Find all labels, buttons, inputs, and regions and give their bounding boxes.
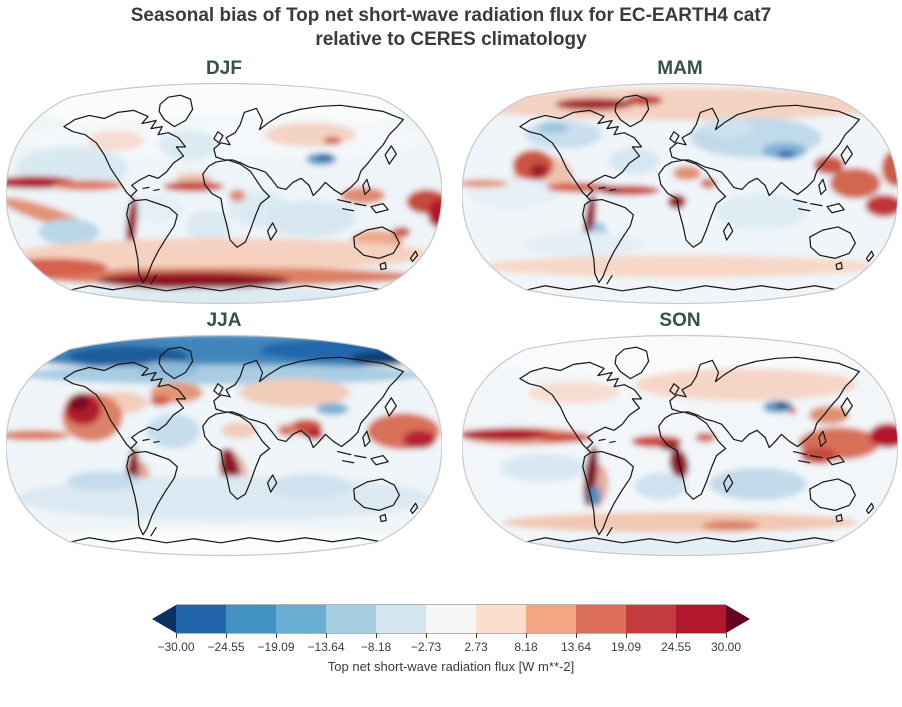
colorbar-segment [526, 605, 576, 633]
colorbar-segment [626, 605, 676, 633]
map-jja [6, 334, 442, 557]
panel-mam: MAM [462, 54, 898, 306]
colorbar-tick-mark [176, 633, 177, 638]
panel-title-djf: DJF [206, 58, 242, 79]
colorbar-segment [426, 605, 476, 633]
colorbar-segment [276, 605, 326, 633]
colorbar-segment [226, 605, 276, 633]
colorbar-tick-marks [176, 633, 727, 638]
panel-title-jja: JJA [206, 310, 242, 331]
colorbar-tick-label: −30.00 [157, 640, 195, 654]
bias-field-jja [6, 335, 442, 556]
colorbar-tick-label: 24.55 [660, 640, 692, 654]
bias-field-mam [462, 83, 898, 304]
figure-title-line1: Seasonal bias of Top net short-wave radi… [130, 5, 772, 26]
colorbar-segment [576, 605, 626, 633]
colorbar-tick-mark [526, 633, 527, 638]
colorbar: −30.00 −24.55 −19.09 −13.64 −8.18 −2.73 2.73 8.… [0, 604, 902, 674]
colorbar-tick-mark [226, 633, 227, 638]
colorbar-tick-label: −8.18 [360, 640, 392, 654]
panel-jja: JJA [6, 306, 442, 558]
panel-title-son: SON [659, 310, 701, 331]
map-djf [6, 82, 442, 305]
bias-field-djf [6, 83, 442, 304]
colorbar-tick-mark [326, 633, 327, 638]
colorbar-tick-mark [476, 633, 477, 638]
colorbar-tick-mark [376, 633, 377, 638]
panel-djf: DJF [6, 54, 442, 306]
colorbar-tick-mark [426, 633, 427, 638]
colorbar-tick-label: −19.09 [257, 640, 295, 654]
colorbar-tick-label: 13.64 [560, 640, 592, 654]
colorbar-tick-mark [676, 633, 677, 638]
figure-title-line2: relative to CERES climatology [315, 29, 587, 50]
map-son [462, 334, 898, 557]
colorbar-tick-label: −13.64 [307, 640, 345, 654]
colorbar-tick-label: 19.09 [610, 640, 642, 654]
panel-son: SON [462, 306, 898, 558]
figure-title: Seasonal bias of Top net short-wave radi… [0, 4, 902, 52]
colorbar-over-arrow [726, 605, 750, 633]
colorbar-segment [376, 605, 426, 633]
colorbar-tick-label: −2.73 [410, 640, 442, 654]
colorbar-label: Top net short-wave radiation flux [W m**… [327, 659, 575, 674]
colorbar-tick-mark [626, 633, 627, 638]
colorbar-tick-label: 2.73 [464, 640, 488, 654]
colorbar-segment [676, 605, 726, 633]
colorbar-tick-mark [726, 633, 727, 638]
bias-field-son [462, 335, 898, 556]
panel-grid: DJF [0, 54, 902, 558]
colorbar-tick-mark [276, 633, 277, 638]
colorbar-segment [476, 605, 526, 633]
colorbar-tick-labels: −30.00 −24.55 −19.09 −13.64 −8.18 −2.73 2.73 8.… [157, 640, 741, 656]
colorbar-tick-label: 30.00 [710, 640, 742, 654]
map-mam [462, 82, 898, 305]
colorbar-tick-label: 8.18 [514, 640, 538, 654]
colorbar-segment [176, 605, 226, 633]
colorbar-segment [326, 605, 376, 633]
colorbar-tick-mark [576, 633, 577, 638]
panel-title-mam: MAM [657, 58, 703, 79]
colorbar-under-arrow [152, 605, 176, 633]
colorbar-segments [176, 604, 726, 634]
colorbar-tick-label: −24.55 [207, 640, 245, 654]
